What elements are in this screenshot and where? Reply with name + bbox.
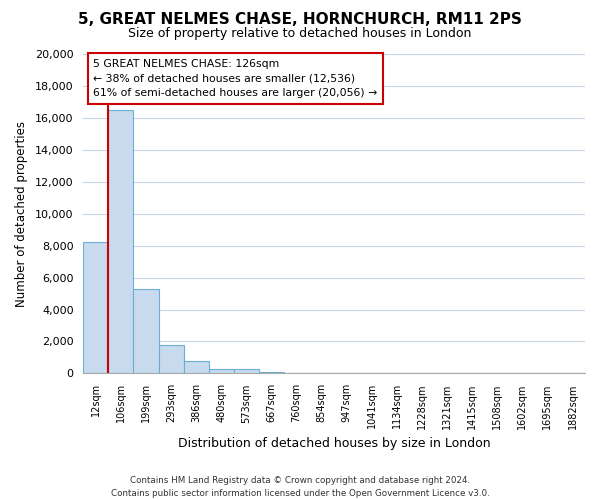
Bar: [83, 242, 109, 374]
Bar: [234, 370, 259, 374]
Bar: [133, 289, 158, 374]
Bar: [109, 110, 133, 374]
Y-axis label: Number of detached properties: Number of detached properties: [15, 120, 28, 306]
Bar: [209, 368, 234, 374]
Text: Contains HM Land Registry data © Crown copyright and database right 2024.
Contai: Contains HM Land Registry data © Crown c…: [110, 476, 490, 498]
Bar: [259, 372, 284, 374]
X-axis label: Distribution of detached houses by size in London: Distribution of detached houses by size …: [178, 437, 490, 450]
Bar: [184, 360, 209, 374]
Text: 5 GREAT NELMES CHASE: 126sqm
← 38% of detached houses are smaller (12,536)
61% o: 5 GREAT NELMES CHASE: 126sqm ← 38% of de…: [94, 59, 377, 98]
Text: 5, GREAT NELMES CHASE, HORNCHURCH, RM11 2PS: 5, GREAT NELMES CHASE, HORNCHURCH, RM11 …: [78, 12, 522, 28]
Bar: [158, 344, 184, 374]
Text: Size of property relative to detached houses in London: Size of property relative to detached ho…: [128, 28, 472, 40]
